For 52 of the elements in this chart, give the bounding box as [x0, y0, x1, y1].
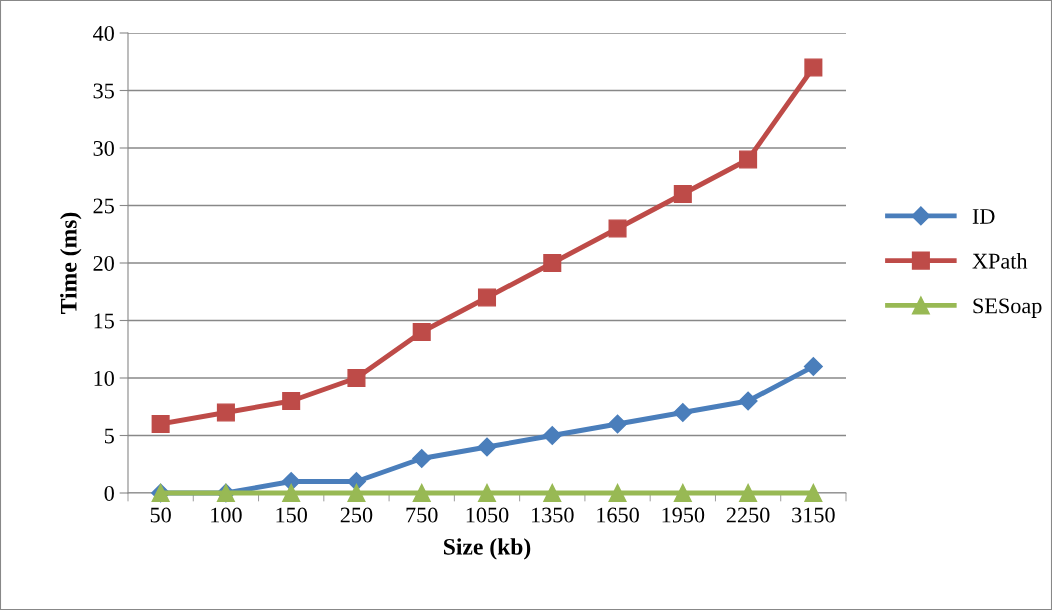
point [347, 368, 366, 388]
point [412, 448, 432, 469]
y-tick-label: 15 [94, 313, 114, 329]
point [739, 150, 758, 169]
x-tick-label: 2250 [726, 507, 770, 523]
x-tick-label: 100 [211, 507, 242, 523]
y-tick-label: 5 [104, 428, 114, 444]
point [738, 391, 758, 411]
point [282, 483, 301, 503]
point [477, 288, 497, 307]
legend-label: ID [972, 209, 995, 224]
point [412, 322, 431, 342]
point [804, 58, 823, 77]
point [608, 483, 627, 503]
x-tick-label: 1050 [466, 507, 509, 523]
point [216, 403, 235, 422]
legend-label: XPath [972, 252, 1028, 269]
point [347, 483, 366, 503]
y-tick-label: 0 [104, 485, 114, 501]
x-tick-label: 250 [340, 507, 373, 523]
y-tick-label: 35 [93, 83, 114, 99]
x-tick-label: 3150 [792, 507, 835, 523]
point [151, 414, 170, 434]
point [608, 414, 628, 434]
legend-label: SESoap [973, 298, 1042, 318]
point [477, 483, 497, 503]
point [543, 253, 562, 273]
point [282, 391, 301, 411]
point [543, 483, 562, 503]
x-tick-label: 150 [276, 507, 307, 523]
x-tick-label: 750 [406, 507, 438, 523]
point [804, 483, 823, 503]
point [673, 184, 692, 204]
point [608, 219, 627, 238]
x-tick-label: 1650 [597, 507, 639, 523]
x-tick-label: 1950 [662, 507, 705, 523]
y-tick-label: 20 [93, 255, 114, 271]
x-tick-label: 1350 [532, 507, 574, 523]
y-tick-label: 30 [93, 140, 114, 156]
y-tick-label: 40 [93, 25, 114, 41]
point [477, 437, 497, 457]
x-axis-title: Size (kb) [443, 538, 531, 560]
y-tick-label: 25 [93, 198, 114, 214]
y-tick-label: 10 [94, 370, 114, 386]
point [739, 483, 758, 503]
point [412, 483, 431, 503]
point [542, 425, 562, 446]
point [803, 356, 823, 377]
point [673, 483, 692, 503]
x-tick-label: 50 [150, 507, 171, 523]
y-axis-title: Time (ms) [60, 212, 82, 314]
point [673, 402, 693, 423]
